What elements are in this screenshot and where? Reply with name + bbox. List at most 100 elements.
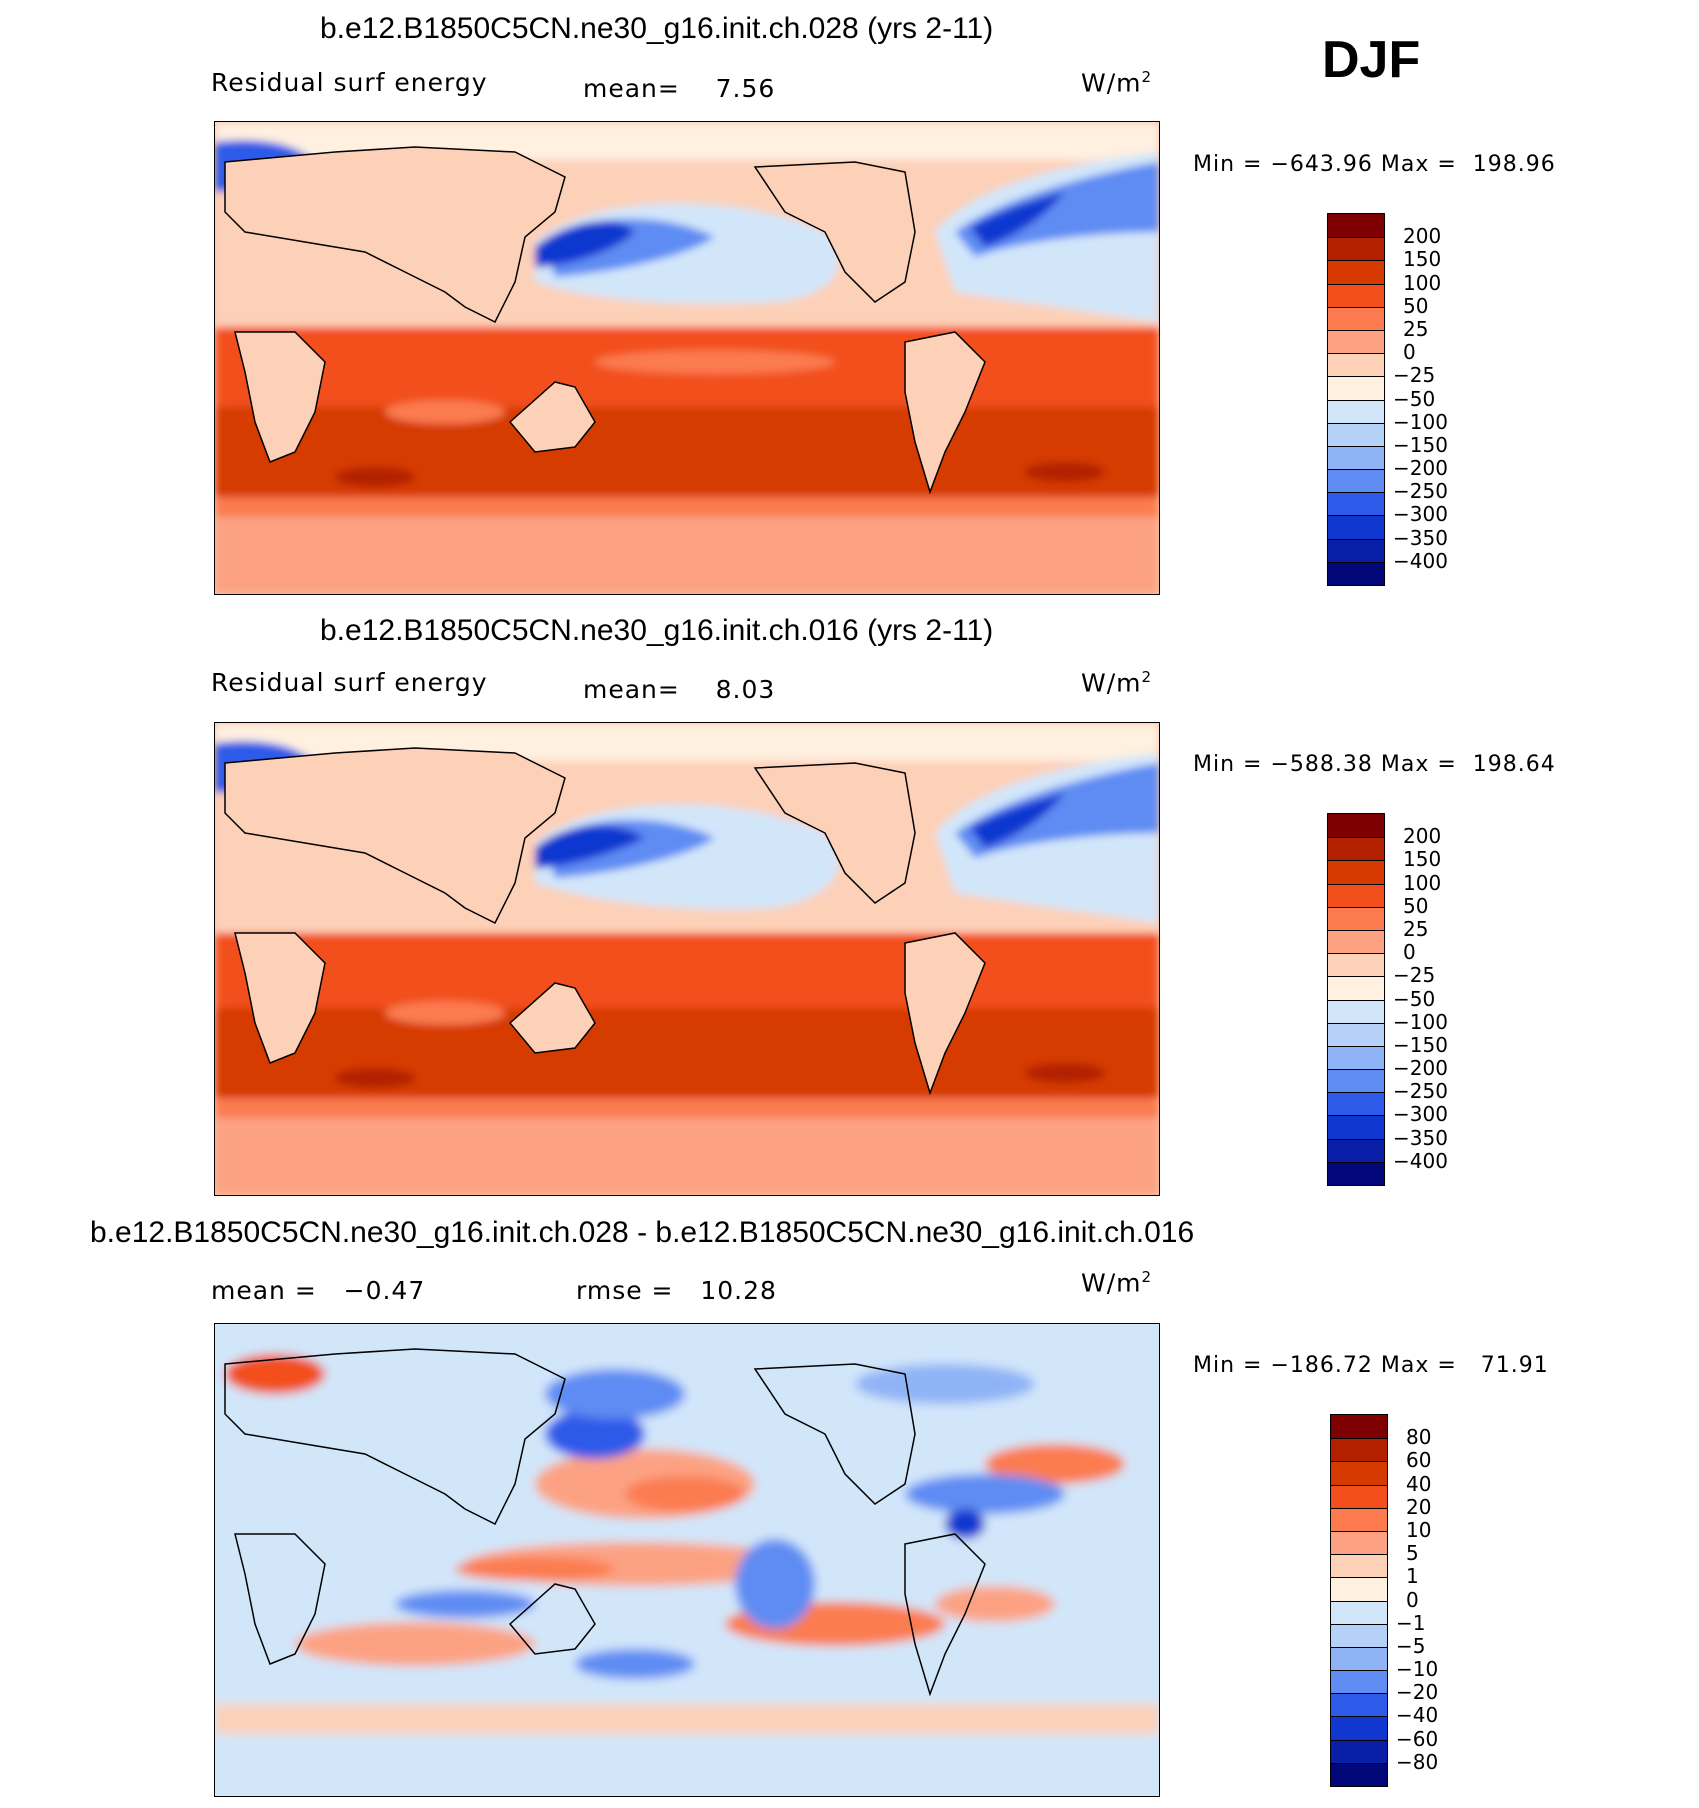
colorbar-tick-label: 0	[1406, 1587, 1419, 1612]
season-label: DJF	[1322, 31, 1421, 89]
colorbar-swatch	[1328, 1045, 1384, 1070]
colorbar-swatch	[1328, 837, 1384, 861]
colorbar-swatch	[1328, 1022, 1384, 1046]
colorbar-swatch	[1328, 1138, 1384, 1162]
colorbar-swatch	[1331, 1461, 1387, 1485]
colorbar-swatch	[1331, 1623, 1387, 1647]
colorbar-tick-label: 50	[1403, 293, 1429, 318]
panel-1-units: W/m2	[1081, 68, 1152, 97]
panel-2-contour-plot	[215, 723, 1159, 1195]
colorbar-tick-label: −10	[1396, 1657, 1439, 1682]
colorbar-swatch	[1328, 1069, 1384, 1093]
colorbar-swatch	[1331, 1438, 1387, 1462]
panel-3-mean: mean = −0.47	[211, 1276, 426, 1305]
colorbar-tick-label: −1	[1396, 1610, 1426, 1635]
colorbar-tick-label: 200	[1403, 224, 1442, 249]
units-base: W/m	[1081, 68, 1142, 98]
colorbar-tick-label: 40	[1406, 1471, 1432, 1496]
panel-2-variable-label: Residual surf energy	[211, 668, 488, 697]
panel-3-map	[214, 1323, 1160, 1797]
colorbar-swatch	[1328, 1161, 1384, 1185]
panel-1-colorbar	[1327, 213, 1385, 586]
colorbar-tick-label: −250	[1393, 479, 1448, 504]
colorbar-swatch	[1328, 306, 1384, 330]
colorbar-tick-label: −250	[1393, 1079, 1448, 1104]
units-base: W/m	[1081, 668, 1142, 698]
colorbar-tick-label: 50	[1403, 893, 1429, 918]
colorbar-tick-label: 60	[1406, 1448, 1432, 1473]
panel-2-title: b.e12.B1850C5CN.ne30_g16.init.ch.016 (yr…	[320, 614, 994, 647]
panel-3-minmax: Min = −186.72 Max = 71.91	[1193, 1353, 1549, 1378]
colorbar-tick-label: 20	[1406, 1494, 1432, 1519]
colorbar-swatch	[1328, 906, 1384, 930]
colorbar-tick-label: −400	[1393, 1148, 1448, 1173]
colorbar-swatch	[1328, 376, 1384, 400]
colorbar-swatch	[1331, 1670, 1387, 1694]
panel-1-variable-label: Residual surf energy	[211, 68, 488, 97]
colorbar-tick-label: −50	[1393, 986, 1436, 1011]
colorbar-tick-label: −300	[1393, 1102, 1448, 1127]
colorbar-tick-label: 1	[1406, 1564, 1419, 1589]
colorbar-swatch	[1328, 1115, 1384, 1139]
panel-3-colorbar	[1330, 1414, 1388, 1787]
colorbar-tick-label: −60	[1396, 1726, 1439, 1751]
colorbar-swatch	[1331, 1530, 1387, 1555]
panel-1-map	[214, 121, 1160, 595]
panel-1-contour-plot	[215, 122, 1159, 594]
colorbar-swatch	[1331, 1762, 1387, 1786]
colorbar-tick-label: −350	[1393, 525, 1448, 550]
colorbar-swatch	[1328, 814, 1384, 838]
panel-2-map	[214, 722, 1160, 1196]
colorbar-swatch	[1328, 445, 1384, 470]
panel-1-mean: mean= 7.56	[583, 74, 776, 103]
colorbar-tick-label: −100	[1393, 1009, 1448, 1034]
colorbar-swatch	[1331, 1507, 1387, 1531]
colorbar-swatch	[1328, 237, 1384, 261]
colorbar-tick-label: −5	[1396, 1633, 1426, 1658]
panel-1-minmax: Min = −643.96 Max = 198.96	[1193, 152, 1556, 177]
colorbar-tick-label: −100	[1393, 409, 1448, 434]
panel-3-title: b.e12.B1850C5CN.ne30_g16.init.ch.028 - b…	[90, 1216, 1195, 1249]
colorbar-tick-label: 200	[1403, 824, 1442, 849]
colorbar-tick-label: −200	[1393, 1056, 1448, 1081]
colorbar-tick-label: 5	[1406, 1541, 1419, 1566]
colorbar-tick-label: 150	[1403, 247, 1442, 272]
panel-3-rmse: rmse = 10.28	[576, 1276, 777, 1305]
colorbar-tick-label: −200	[1393, 456, 1448, 481]
panel-2-units: W/m2	[1081, 668, 1152, 697]
colorbar-swatch	[1328, 283, 1384, 307]
colorbar-swatch	[1331, 1646, 1387, 1671]
colorbar-swatch	[1328, 999, 1384, 1023]
panel-2-mean: mean= 8.03	[583, 675, 776, 704]
colorbar-tick-label: −150	[1393, 1032, 1448, 1057]
colorbar-swatch	[1331, 1415, 1387, 1439]
colorbar-tick-label: 25	[1403, 316, 1429, 341]
panel-2-minmax: Min = −588.38 Max = 198.64	[1193, 752, 1556, 777]
colorbar-swatch	[1328, 860, 1384, 884]
colorbar-tick-label: −50	[1393, 386, 1436, 411]
colorbar-tick-label: −20	[1396, 1680, 1439, 1705]
colorbar-swatch	[1328, 214, 1384, 238]
colorbar-tick-label: −25	[1393, 363, 1436, 388]
colorbar-swatch	[1328, 929, 1384, 954]
units-exponent: 2	[1141, 1268, 1153, 1286]
colorbar-swatch	[1328, 353, 1384, 377]
colorbar-tick-label: −300	[1393, 502, 1448, 527]
colorbar-tick-label: −350	[1393, 1125, 1448, 1150]
colorbar-swatch	[1328, 260, 1384, 284]
colorbar-swatch	[1328, 883, 1384, 907]
colorbar-swatch	[1331, 1484, 1387, 1508]
colorbar-swatch	[1331, 1693, 1387, 1717]
colorbar-tick-label: −40	[1396, 1703, 1439, 1728]
colorbar-tick-label: 150	[1403, 847, 1442, 872]
colorbar-swatch	[1328, 492, 1384, 516]
units-exponent: 2	[1141, 668, 1153, 686]
colorbar-swatch	[1328, 953, 1384, 977]
panel-3-units: W/m2	[1081, 1268, 1152, 1297]
colorbar-swatch	[1328, 422, 1384, 446]
colorbar-tick-label: 0	[1403, 940, 1416, 965]
colorbar-tick-label: −25	[1393, 963, 1436, 988]
units-exponent: 2	[1141, 68, 1153, 86]
colorbar-swatch	[1328, 976, 1384, 1000]
colorbar-swatch	[1328, 329, 1384, 354]
